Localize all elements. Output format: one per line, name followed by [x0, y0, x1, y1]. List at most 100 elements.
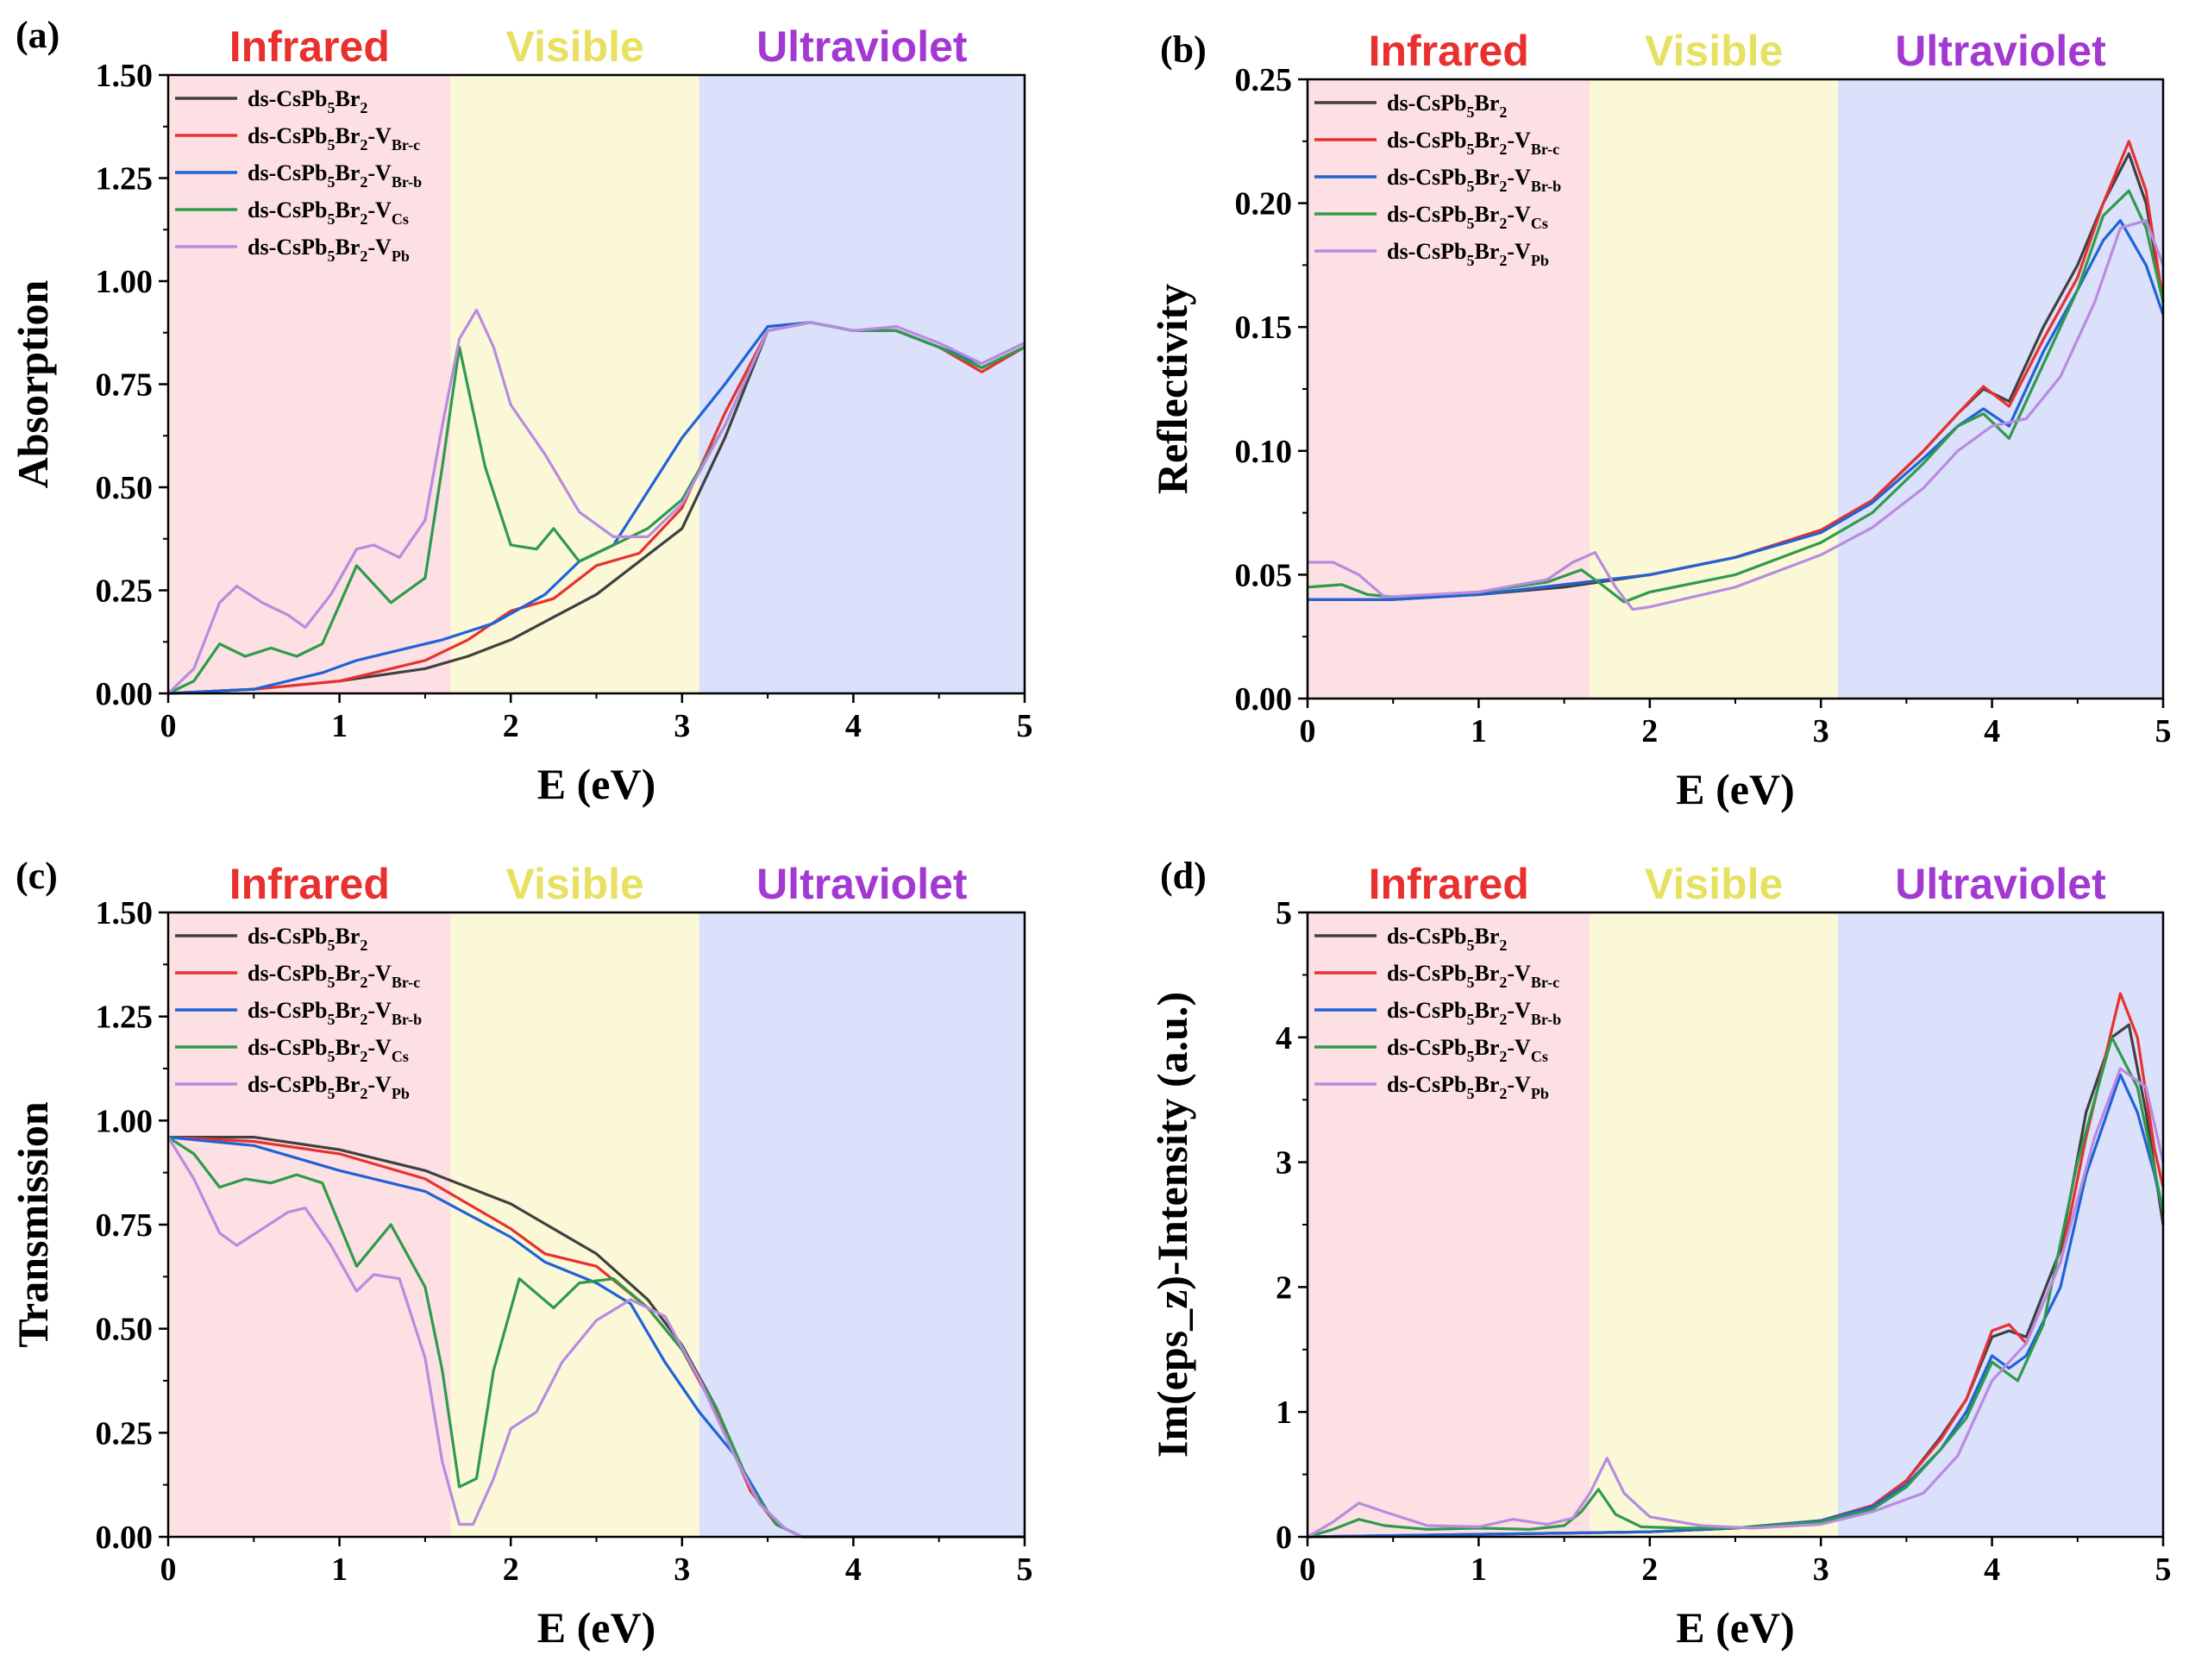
- x-tick-label: 1: [331, 708, 348, 744]
- y-tick-label: 0.75: [96, 1207, 154, 1244]
- legend-text-part: 2: [1499, 252, 1507, 269]
- legend-text-part: Br-b: [392, 173, 422, 191]
- legend-text-part: 5: [1466, 141, 1474, 158]
- legend-text-part: Br: [335, 1072, 360, 1097]
- legend-text-part: 2: [1499, 1048, 1507, 1065]
- y-tick-label: 0.75: [96, 367, 154, 404]
- legend-text-part: 2: [360, 937, 367, 954]
- legend-text-part: Br-b: [1531, 178, 1561, 195]
- y-tick-label: 0.50: [96, 1312, 154, 1348]
- legend-entry: ds-CsPb5Br2-VCs: [248, 1035, 409, 1065]
- series-line-4: [1307, 1067, 2165, 1539]
- legend-entry: ds-CsPb5Br2-VBr-c: [1387, 961, 1559, 991]
- x-tick-label: 3: [1813, 713, 1829, 749]
- panel-label: (a): [16, 14, 60, 56]
- legend-text-part: 2: [1499, 1085, 1507, 1102]
- panel-label: (b): [1160, 28, 1207, 71]
- region-label: Infrared: [1369, 860, 1529, 908]
- legend-text-part: V: [1515, 998, 1531, 1023]
- x-tick-label: 0: [160, 708, 177, 744]
- region-band-visible: [1590, 79, 1839, 699]
- legend-text-part: Br: [335, 197, 360, 223]
- legend-text-part: V: [375, 197, 392, 223]
- legend-text-part: 5: [327, 173, 335, 191]
- legend-text-part: V: [375, 1072, 392, 1097]
- x-tick-label: 3: [674, 1551, 690, 1588]
- x-tick-label: 1: [1471, 1551, 1487, 1588]
- y-tick-label: 0.15: [1235, 310, 1293, 346]
- legend-text-part: 2: [1499, 178, 1507, 195]
- legend-text-part: Br: [1474, 91, 1499, 116]
- region-label: Ultraviolet: [756, 860, 968, 908]
- legend-text-part: V: [1515, 239, 1531, 264]
- legend-entry: ds-CsPb5Br2-VBr-b: [1387, 998, 1561, 1028]
- legend-text-part: -: [1507, 202, 1515, 227]
- region-band-infrared: [168, 75, 451, 693]
- legend-text-part: 5: [327, 136, 335, 154]
- legend-text-part: -: [1507, 128, 1515, 153]
- legend-text-part: Br: [335, 86, 360, 111]
- y-axis-title: Reflectivity: [1148, 284, 1196, 494]
- legend-entry: ds-CsPb5Br2-VBr-c: [248, 123, 420, 154]
- legend-entry: ds-CsPb5Br2-VCs: [1387, 202, 1548, 232]
- x-tick-label: 4: [1984, 1551, 2000, 1588]
- x-tick-label: 4: [1984, 713, 2000, 749]
- legend-text-part: ds-CsPb: [248, 86, 327, 111]
- legend-text-part: 2: [1499, 215, 1507, 232]
- legend-text-part: Br: [335, 924, 360, 949]
- y-tick-label: 0.00: [96, 676, 154, 712]
- legend-text-part: V: [1515, 1072, 1531, 1097]
- legend-text-part: 2: [360, 248, 367, 265]
- legend-text-part: -: [1507, 165, 1515, 190]
- legend-text-part: Cs: [392, 1048, 409, 1065]
- series-line-4: [1308, 219, 2165, 611]
- y-tick-label: 1.50: [96, 58, 154, 94]
- region-label: Ultraviolet: [1895, 27, 2106, 75]
- region-label: Visible: [506, 860, 644, 908]
- region-label: Ultraviolet: [756, 22, 968, 71]
- legend-entry: ds-CsPb5Br2-VPb: [1387, 239, 1549, 269]
- legend-text-part: Br: [1474, 924, 1499, 949]
- legend-text-part: V: [1515, 128, 1531, 153]
- x-tick-label: 0: [1300, 713, 1316, 749]
- x-tick-label: 2: [503, 1551, 519, 1588]
- legend-text-part: V: [1515, 1035, 1531, 1060]
- y-tick-label: 0.25: [96, 574, 154, 610]
- y-tick-label: 1.50: [96, 895, 154, 931]
- legend-text-part: 5: [1466, 215, 1474, 232]
- y-tick-label: 2: [1276, 1269, 1292, 1306]
- region-band-visible: [1590, 912, 1839, 1537]
- legend-text-part: 5: [1466, 1085, 1474, 1102]
- legend-text-part: 2: [360, 1085, 367, 1102]
- x-tick-label: 2: [1641, 1551, 1658, 1588]
- legend-text-part: ds-CsPb: [248, 1035, 327, 1060]
- region-band-ultraviolet: [699, 912, 1025, 1537]
- legend-text-part: Br-c: [392, 136, 420, 154]
- legend-text-part: 2: [360, 173, 367, 191]
- legend-text-part: V: [375, 123, 392, 148]
- region-band-ultraviolet: [699, 75, 1025, 693]
- legend-text-part: Br: [1474, 961, 1499, 986]
- legend-entry: ds-CsPb5Br2-VBr-c: [248, 961, 420, 991]
- legend-text-part: V: [1515, 961, 1531, 986]
- legend-text-part: Br: [335, 160, 360, 185]
- y-tick-label: 5: [1276, 895, 1292, 931]
- legend-text-part: ds-CsPb: [248, 998, 327, 1023]
- legend-entry: ds-CsPb5Br2-VBr-b: [248, 998, 422, 1028]
- legend-text-part: Br: [335, 961, 360, 986]
- y-axis-title: Im(eps_z)-Intensity (a.u.): [1148, 992, 1196, 1457]
- legend-text-part: -: [367, 235, 375, 260]
- x-tick-label: 1: [1471, 713, 1487, 749]
- region-band-ultraviolet: [1838, 79, 2163, 699]
- legend-entry: ds-CsPb5Br2-VCs: [1387, 1035, 1548, 1065]
- legend-text-part: 2: [1499, 141, 1507, 158]
- legend-text-part: Br: [335, 998, 360, 1023]
- legend-text-part: Cs: [1531, 1048, 1548, 1065]
- series-line-4: [166, 1136, 1025, 1539]
- x-tick-label: 0: [160, 1551, 177, 1588]
- legend-text-part: V: [375, 961, 392, 986]
- legend-text-part: V: [1515, 202, 1531, 227]
- y-tick-label: 0.00: [1235, 681, 1293, 718]
- chart-panel-0: Infrared Visible Ultraviolet 0 1 2 3 4 5 0.00 0.25…: [9, 14, 1033, 808]
